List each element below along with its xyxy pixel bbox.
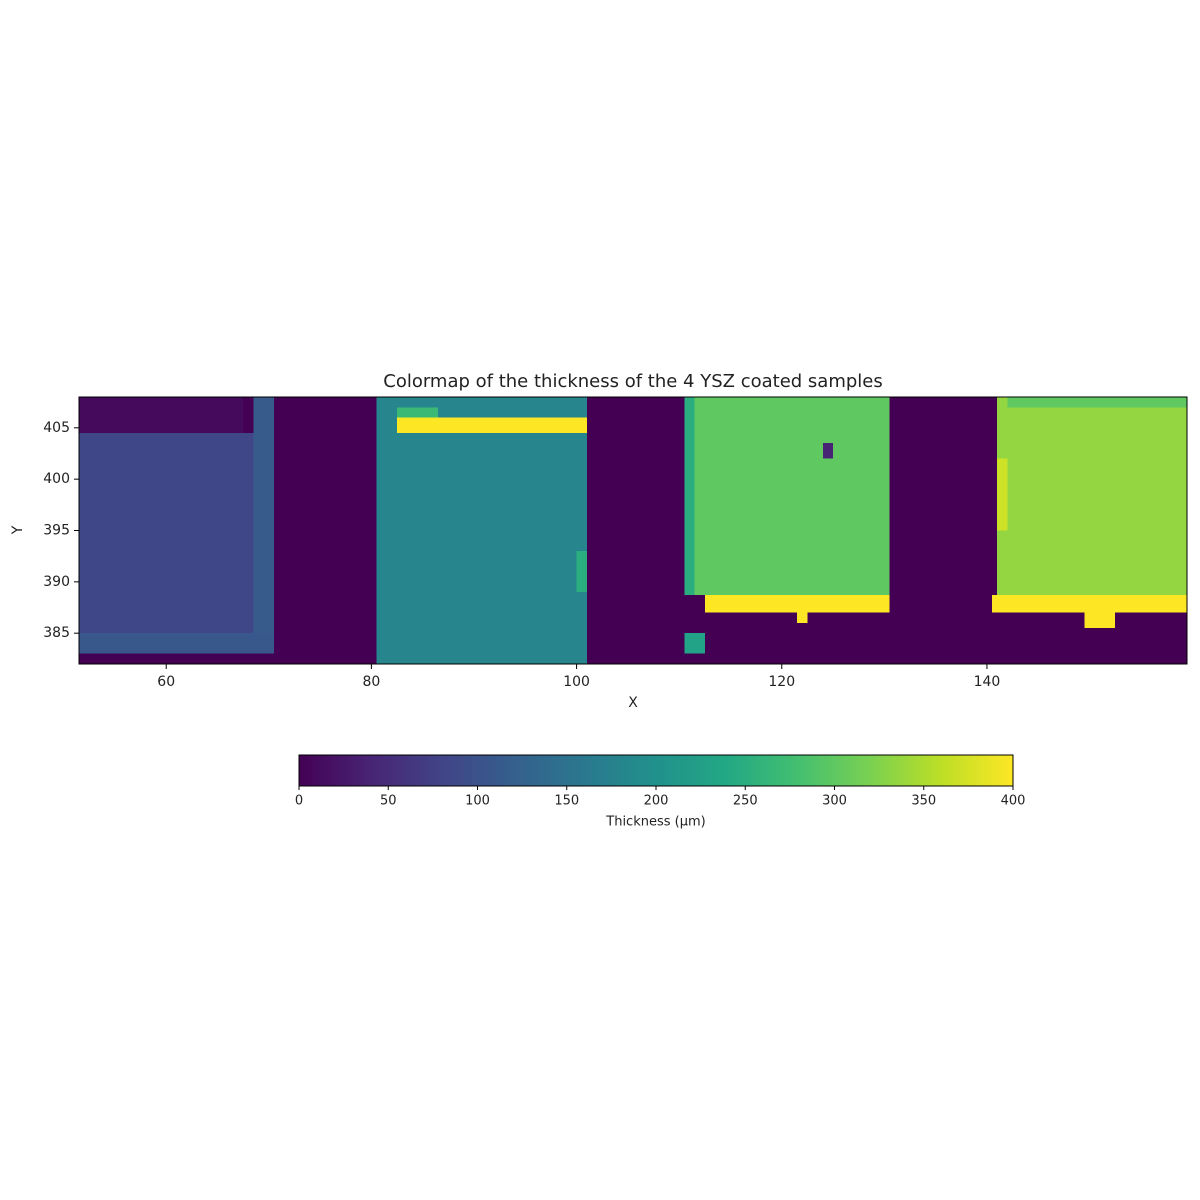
y-tick-label: 390 — [43, 574, 70, 590]
heatmap-cell — [253, 397, 274, 654]
colorbar-tick-label: 0 — [295, 794, 303, 809]
x-tick-label: 120 — [768, 674, 795, 690]
colorbar — [298, 754, 1014, 787]
y-tick-label: 395 — [43, 523, 70, 539]
x-tick-label: 140 — [974, 674, 1001, 690]
y-tick-label: 385 — [43, 625, 70, 641]
x-tick-label: 80 — [362, 674, 380, 690]
heatmap-cell — [79, 633, 274, 654]
chart-title: Colormap of the thickness of the 4 YSZ c… — [383, 371, 883, 392]
colorbar-tick-label: 50 — [380, 794, 397, 809]
heatmap-cell — [1007, 397, 1187, 408]
heatmap-cell — [79, 432, 254, 654]
colorbar-tick-label: 300 — [822, 794, 847, 809]
colorbar-tick-label: 350 — [911, 794, 936, 809]
x-tick-label: 100 — [563, 674, 590, 690]
heatmap-cell — [822, 443, 834, 459]
x-axis-label: X — [628, 695, 638, 711]
colorbar-tick-label: 100 — [465, 794, 490, 809]
heatmap-cell — [576, 551, 587, 593]
colorbar-label: Thickness (μm) — [605, 815, 705, 830]
heatmap-cell — [684, 633, 705, 654]
colorbar-tick-label: 150 — [554, 794, 579, 809]
y-axis-label: Y — [10, 525, 26, 535]
colorbar-tick-label: 400 — [1001, 794, 1026, 809]
y-tick-label: 405 — [43, 420, 70, 436]
heatmap-cell — [684, 397, 695, 596]
heatmap-cell — [997, 458, 1008, 531]
heatmap-cell — [797, 612, 808, 623]
heatmap-cell — [376, 397, 587, 664]
colorbar-tick-label: 250 — [733, 794, 758, 809]
heatmap-cell — [397, 417, 587, 433]
heatmap-cell — [79, 397, 244, 433]
heatmap-cell — [397, 407, 439, 418]
heatmap-cell — [704, 595, 890, 613]
x-tick-label: 60 — [157, 674, 175, 690]
y-tick-label: 400 — [43, 471, 70, 487]
heatmap-cell — [1084, 612, 1116, 629]
heatmap-cell — [997, 397, 1187, 596]
heatmap-cell — [684, 397, 890, 596]
heatmap-cell — [992, 595, 1187, 613]
colorbar-tick-label: 200 — [644, 794, 669, 809]
